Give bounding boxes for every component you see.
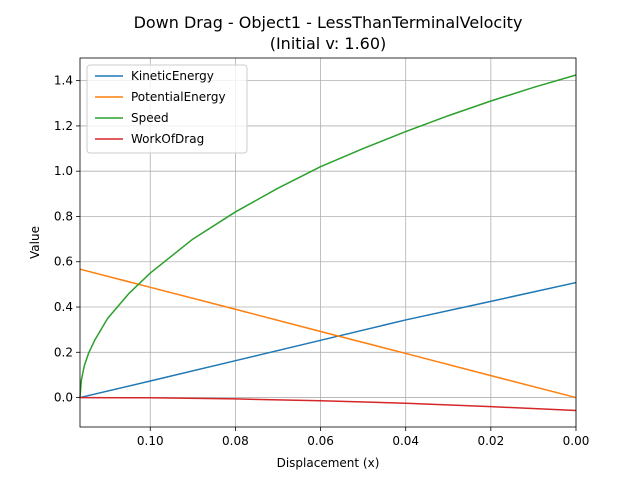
y-tick-label: 0.4	[54, 300, 73, 314]
legend-label-work-of-drag: WorkOfDrag	[131, 132, 204, 146]
y-tick-label: 1.4	[54, 74, 73, 88]
series-layer	[79, 74, 577, 412]
series-line-work-of-drag	[79, 396, 577, 412]
y-tick-label: 0.8	[54, 209, 73, 223]
plot-frame	[79, 57, 577, 428]
y-tick-label: 1.0	[54, 164, 73, 178]
x-axis-label: Displacement (x)	[277, 456, 380, 470]
x-tick-label: 0.10	[137, 434, 164, 448]
x-tick-label: 0.02	[477, 434, 504, 448]
y-tick-label: 1.2	[54, 119, 73, 133]
y-tick-label: 0.0	[54, 391, 73, 405]
x-tick-label: 0.06	[307, 434, 334, 448]
x-axis-ticks: 0.10 0.08 0.06 0.04 0.02 0.00	[137, 427, 589, 448]
legend-label-potential-energy: PotentialEnergy	[131, 90, 226, 104]
y-tick-label: 0.6	[54, 255, 73, 269]
x-tick-label: 0.04	[392, 434, 419, 448]
legend-label-speed: Speed	[131, 111, 169, 125]
x-tick-label: 0.00	[563, 434, 590, 448]
y-tick-label: 0.2	[54, 345, 73, 359]
chart-title: Down Drag - Object1 - LessThanTerminalVe…	[134, 13, 523, 32]
legend: KineticEnergy PotentialEnergy Speed WorkOfD…	[86, 64, 248, 154]
legend-label-kinetic-energy: KineticEnergy	[131, 69, 214, 83]
series-line-speed	[79, 74, 577, 398]
series-line-potential-energy	[79, 268, 577, 399]
y-axis-ticks: 0.0 0.2 0.4 0.6 0.8 1.0 1.2 1.4	[54, 74, 80, 405]
legend-box	[86, 64, 248, 154]
chart-subtitle: (Initial v: 1.60)	[270, 34, 387, 53]
series-line-kinetic-energy	[79, 281, 577, 399]
y-axis-label: Value	[28, 226, 42, 259]
x-tick-label: 0.08	[222, 434, 249, 448]
